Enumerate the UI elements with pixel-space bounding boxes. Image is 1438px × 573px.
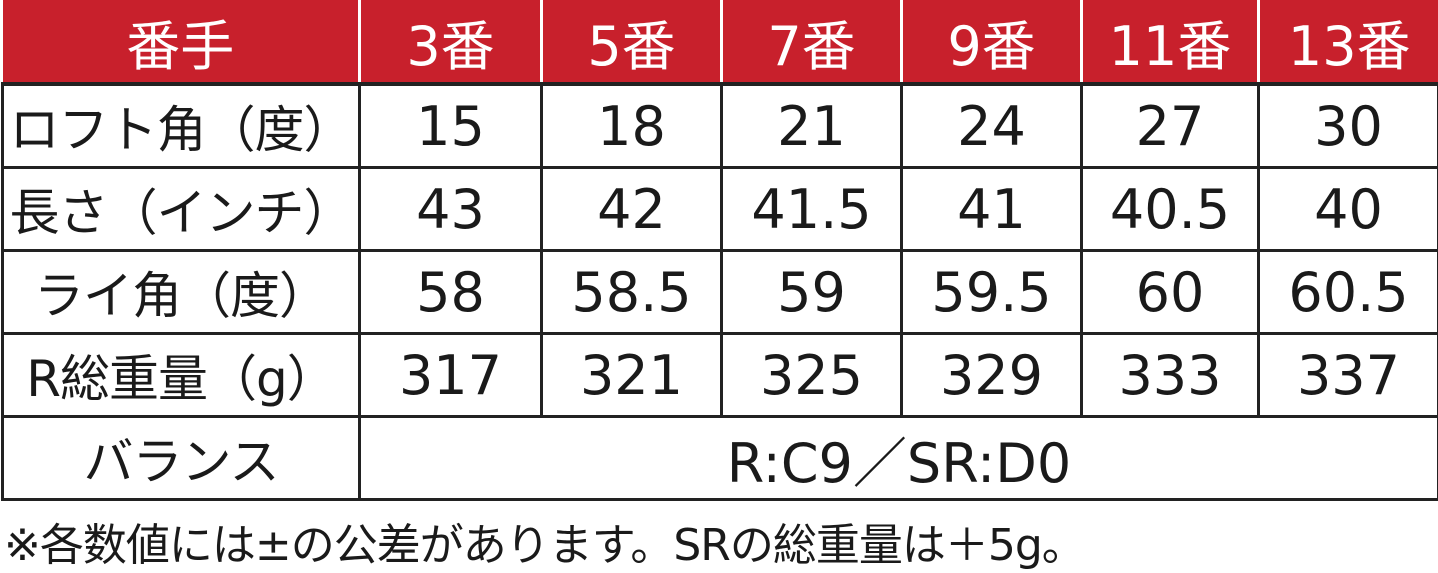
table-cell: 41.5 [722, 168, 902, 251]
header-cell: 9番 [902, 0, 1082, 84]
row-label: ロフト角（度） [3, 84, 360, 168]
balance-value: R:C9／SR:D0 [360, 417, 1438, 500]
table-cell: 42 [542, 168, 722, 251]
table-cell: 58 [360, 251, 542, 334]
table-cell: 337 [1259, 334, 1438, 417]
header-cell: 11番 [1082, 0, 1259, 84]
table-cell: 321 [542, 334, 722, 417]
table-cell: 18 [542, 84, 722, 168]
table-cell: 41 [902, 168, 1082, 251]
table-cell: 27 [1082, 84, 1259, 168]
row-label: R総重量（g） [3, 334, 360, 417]
table-cell: 40.5 [1082, 168, 1259, 251]
header-cell: 3番 [360, 0, 542, 84]
row-label: ライ角（度） [3, 251, 360, 334]
table-cell: 30 [1259, 84, 1438, 168]
table-cell: 333 [1082, 334, 1259, 417]
table-cell: 60 [1082, 251, 1259, 334]
header-cell: 7番 [722, 0, 902, 84]
table-cell: 329 [902, 334, 1082, 417]
table-cell: 15 [360, 84, 542, 168]
table-cell: 59.5 [902, 251, 1082, 334]
table-cell: 43 [360, 168, 542, 251]
table-cell: 58.5 [542, 251, 722, 334]
header-cell: 13番 [1259, 0, 1438, 84]
table-cell: 40 [1259, 168, 1438, 251]
table-row: R総重量（g） 317 321 325 329 333 337 [3, 334, 1438, 417]
table-cell: 60.5 [1259, 251, 1438, 334]
table-cell: 24 [902, 84, 1082, 168]
table-row: ライ角（度） 58 58.5 59 59.5 60 60.5 [3, 251, 1438, 334]
header-row: 番手 3番 5番 7番 9番 11番 13番 [3, 0, 1438, 84]
spec-table: 番手 3番 5番 7番 9番 11番 13番 ロフト角（度） 15 18 21 … [1, 0, 1438, 501]
table-cell: 325 [722, 334, 902, 417]
row-label: 長さ（インチ） [3, 168, 360, 251]
table-cell: 317 [360, 334, 542, 417]
row-label: バランス [3, 417, 360, 500]
header-cell: 5番 [542, 0, 722, 84]
header-cell: 番手 [3, 0, 360, 84]
footnote: ※各数値には±の公差があります。SRの総重量は＋5g。 [4, 509, 1438, 573]
table-cell: 59 [722, 251, 902, 334]
table-cell: 21 [722, 84, 902, 168]
table-row: ロフト角（度） 15 18 21 24 27 30 [3, 84, 1438, 168]
balance-row: バランス R:C9／SR:D0 [3, 417, 1438, 500]
table-row: 長さ（インチ） 43 42 41.5 41 40.5 40 [3, 168, 1438, 251]
